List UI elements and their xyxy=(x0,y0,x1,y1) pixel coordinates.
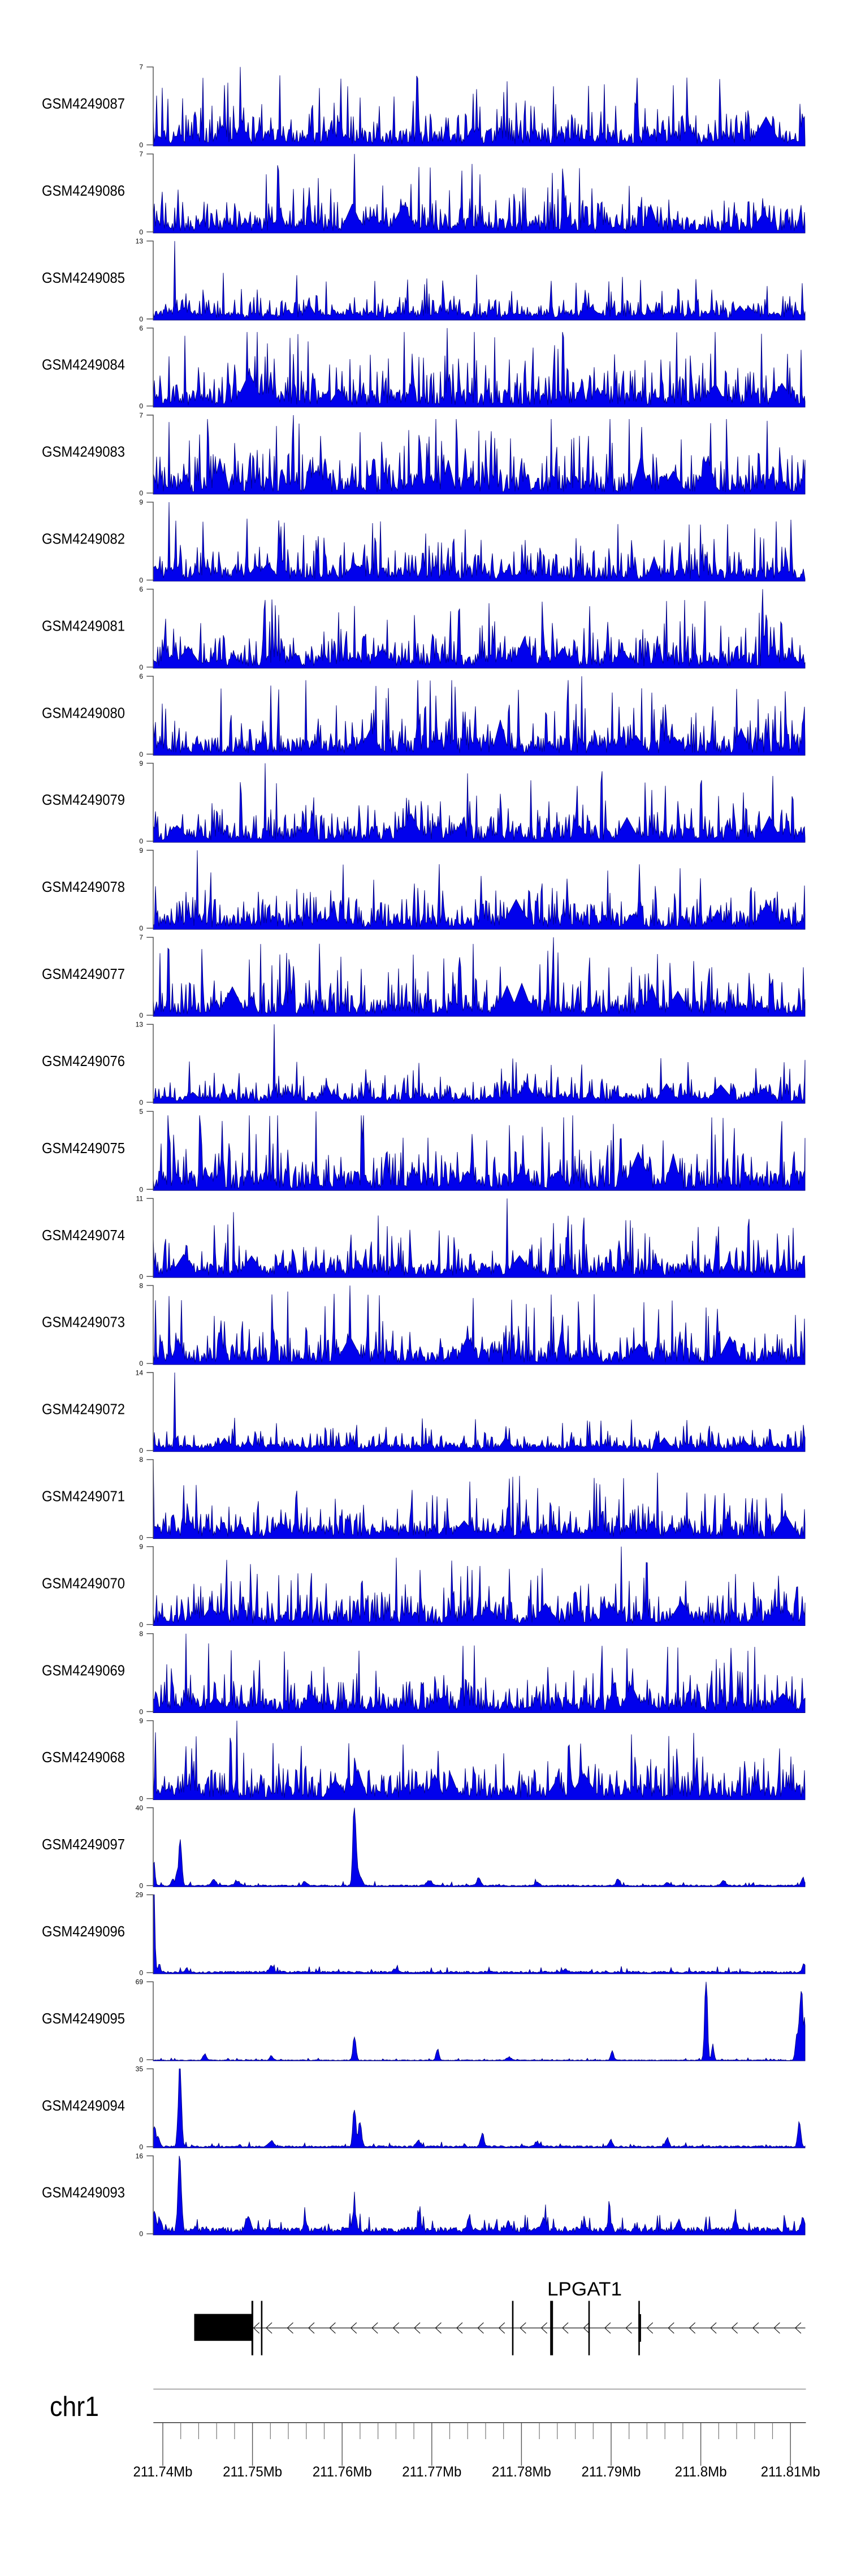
svg-text:8: 8 xyxy=(139,1456,143,1464)
svg-text:5: 5 xyxy=(139,1108,143,1116)
svg-text:8: 8 xyxy=(139,1281,143,1289)
svg-text:0: 0 xyxy=(139,1534,143,1542)
svg-text:9: 9 xyxy=(139,847,143,855)
svg-text:GSM4249080: GSM4249080 xyxy=(42,704,125,721)
svg-text:0: 0 xyxy=(139,1272,143,1280)
svg-text:7: 7 xyxy=(139,63,143,71)
svg-text:6: 6 xyxy=(139,585,143,593)
svg-text:35: 35 xyxy=(136,2065,144,2073)
svg-text:16: 16 xyxy=(136,2152,144,2160)
svg-text:69: 69 xyxy=(136,1978,144,1986)
svg-text:0: 0 xyxy=(139,838,143,845)
svg-text:GSM4249085: GSM4249085 xyxy=(42,269,125,286)
svg-text:9: 9 xyxy=(139,760,143,767)
svg-text:9: 9 xyxy=(139,1717,143,1725)
svg-text:0: 0 xyxy=(139,315,143,323)
svg-text:29: 29 xyxy=(136,1891,144,1899)
svg-text:0: 0 xyxy=(139,576,143,584)
svg-text:0: 0 xyxy=(139,1012,143,1020)
svg-text:GSM4249078: GSM4249078 xyxy=(42,878,125,895)
svg-text:GSM4249094: GSM4249094 xyxy=(42,2097,125,2114)
svg-text:0: 0 xyxy=(139,1185,143,1193)
svg-text:0: 0 xyxy=(139,2143,143,2151)
svg-text:0: 0 xyxy=(139,1969,143,1977)
svg-text:13: 13 xyxy=(136,238,144,245)
svg-text:211.76Mb: 211.76Mb xyxy=(313,2464,372,2480)
svg-text:0: 0 xyxy=(139,2230,143,2238)
svg-text:GSM4249093: GSM4249093 xyxy=(42,2184,125,2201)
svg-text:40: 40 xyxy=(136,1804,144,1812)
svg-text:14: 14 xyxy=(136,1369,144,1377)
svg-text:6: 6 xyxy=(139,324,143,332)
svg-text:7: 7 xyxy=(139,150,143,158)
svg-text:0: 0 xyxy=(139,1621,143,1629)
svg-text:chr1: chr1 xyxy=(50,2392,99,2422)
svg-text:GSM4249097: GSM4249097 xyxy=(42,1836,125,1853)
svg-text:211.75Mb: 211.75Mb xyxy=(223,2464,282,2480)
svg-text:GSM4249072: GSM4249072 xyxy=(42,1401,125,1418)
svg-text:211.81Mb: 211.81Mb xyxy=(761,2464,820,2480)
svg-text:9: 9 xyxy=(139,498,143,506)
svg-text:GSM4249086: GSM4249086 xyxy=(42,182,125,199)
svg-text:7: 7 xyxy=(139,934,143,942)
svg-text:0: 0 xyxy=(139,663,143,671)
svg-text:LPGAT1: LPGAT1 xyxy=(547,2279,622,2300)
svg-text:0: 0 xyxy=(139,1795,143,1803)
svg-text:GSM4249076: GSM4249076 xyxy=(42,1052,125,1069)
svg-text:0: 0 xyxy=(139,750,143,758)
svg-text:GSM4249084: GSM4249084 xyxy=(42,356,125,373)
svg-text:8: 8 xyxy=(139,1630,143,1638)
svg-text:GSM4249071: GSM4249071 xyxy=(42,1488,125,1505)
svg-text:0: 0 xyxy=(139,1098,143,1106)
svg-text:GSM4249070: GSM4249070 xyxy=(42,1574,125,1591)
svg-text:GSM4249068: GSM4249068 xyxy=(42,1749,125,1766)
svg-text:GSM4249082: GSM4249082 xyxy=(42,530,125,547)
svg-text:0: 0 xyxy=(139,2056,143,2064)
svg-text:GSM4249095: GSM4249095 xyxy=(42,2010,125,2027)
svg-text:GSM4249073: GSM4249073 xyxy=(42,1314,125,1331)
svg-text:211.8Mb: 211.8Mb xyxy=(675,2464,727,2480)
svg-text:11: 11 xyxy=(136,1195,144,1203)
svg-text:0: 0 xyxy=(139,1708,143,1716)
svg-text:13: 13 xyxy=(136,1021,144,1029)
svg-text:GSM4249081: GSM4249081 xyxy=(42,617,125,634)
svg-text:GSM4249083: GSM4249083 xyxy=(42,443,125,460)
svg-text:GSM4249087: GSM4249087 xyxy=(42,95,125,112)
svg-text:6: 6 xyxy=(139,672,143,680)
svg-text:0: 0 xyxy=(139,402,143,410)
svg-text:0: 0 xyxy=(139,228,143,236)
svg-text:211.77Mb: 211.77Mb xyxy=(402,2464,461,2480)
svg-text:9: 9 xyxy=(139,1543,143,1551)
svg-text:0: 0 xyxy=(139,489,143,497)
svg-text:211.79Mb: 211.79Mb xyxy=(582,2464,641,2480)
svg-text:211.78Mb: 211.78Mb xyxy=(492,2464,551,2480)
svg-text:GSM4249096: GSM4249096 xyxy=(42,1923,125,1940)
svg-text:GSM4249069: GSM4249069 xyxy=(42,1662,125,1679)
svg-text:0: 0 xyxy=(139,1882,143,1890)
svg-text:GSM4249077: GSM4249077 xyxy=(42,965,125,982)
svg-text:GSM4249075: GSM4249075 xyxy=(42,1140,125,1157)
svg-text:0: 0 xyxy=(139,925,143,933)
svg-text:7: 7 xyxy=(139,411,143,419)
svg-text:GSM4249079: GSM4249079 xyxy=(42,791,125,808)
svg-text:GSM4249074: GSM4249074 xyxy=(42,1227,125,1244)
svg-text:0: 0 xyxy=(139,1447,143,1455)
svg-text:211.74Mb: 211.74Mb xyxy=(133,2464,193,2480)
svg-text:0: 0 xyxy=(139,1360,143,1367)
svg-text:0: 0 xyxy=(139,141,143,149)
